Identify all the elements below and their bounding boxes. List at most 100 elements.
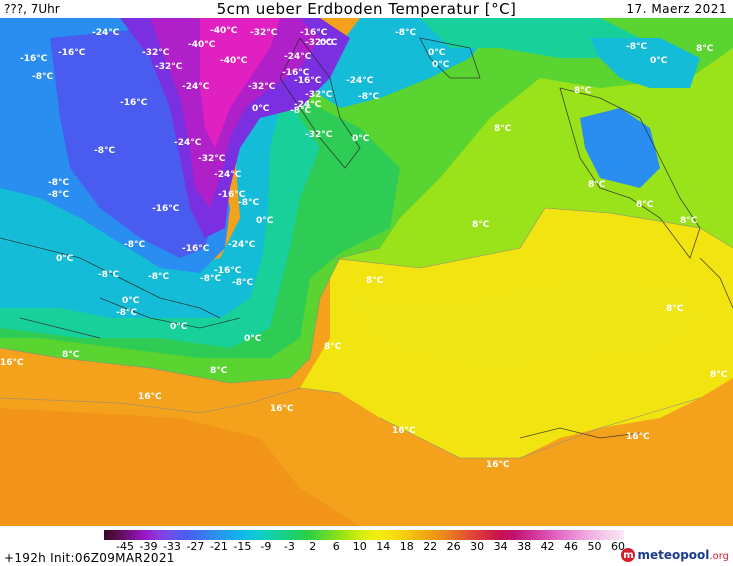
temperature-label: -32°C xyxy=(248,82,276,92)
temperature-label: -16°C xyxy=(294,76,322,86)
temperature-label: 8°C xyxy=(666,304,684,314)
temperature-label: -16°C xyxy=(120,98,148,108)
scale-tick-label: -3 xyxy=(283,540,295,553)
temperature-label: -8°C xyxy=(358,92,379,102)
temperature-label: 8°C xyxy=(472,220,490,230)
temperature-label: 8°C xyxy=(324,342,342,352)
temperature-label: 16°C xyxy=(392,426,416,436)
temperature-label: -24°C xyxy=(346,76,374,86)
temperature-label: 0°C xyxy=(428,48,446,58)
temperature-label: -32°C xyxy=(250,28,278,38)
logo-mark-icon: m xyxy=(621,548,636,562)
temperature-label: -16°C xyxy=(20,54,48,64)
scale-tick-label: 22 xyxy=(423,540,438,553)
temperature-label: 8°C xyxy=(636,200,654,210)
temperature-label: 0°C xyxy=(352,134,370,144)
scale-tick-label: 42 xyxy=(540,540,555,553)
temperature-label: 16°C xyxy=(486,460,510,470)
temperature-label: 8°C xyxy=(680,216,698,226)
map-title: 5cm ueber Erdboden Temperatur [°C] xyxy=(216,0,517,18)
temperature-label: -16°C xyxy=(218,190,246,200)
temperature-label: -24°C xyxy=(228,240,256,250)
run-label: ???, 7Uhr xyxy=(4,2,60,16)
init-info: +192h Init:06Z09MAR2021 xyxy=(4,551,175,565)
temperature-label: -8°C xyxy=(200,274,221,284)
temperature-label: 8°C xyxy=(574,86,592,96)
temperature-map: -24°C -40°C -32°C -16°C0°C-16°C-16°C -32°C-4… xyxy=(0,18,733,526)
colour-scale-fill xyxy=(104,530,624,540)
temperature-label: -24°C xyxy=(294,100,322,110)
temperature-label: 16°C xyxy=(270,404,294,414)
scale-tick-label: 18 xyxy=(399,540,414,553)
temperature-label: -24°C xyxy=(92,28,120,38)
temperature-label: -40°C xyxy=(188,40,216,50)
zone-teal-north xyxy=(420,18,640,58)
scale-tick-label: 2 xyxy=(309,540,317,553)
scale-tick-label: 6 xyxy=(332,540,340,553)
temperature-label: -8°C xyxy=(238,198,259,208)
colour-scale-ticks: -45 -39 -33 -27 -21 -15 -9 -3 2 6 10 14 18 22 26 30 34 38… xyxy=(0,540,733,554)
coastlines xyxy=(0,37,733,439)
temperature-label: 8°C xyxy=(588,180,606,190)
temperature-label: 8°C xyxy=(494,124,512,134)
temperature-label: -16°C xyxy=(282,68,310,78)
temperature-label: -16°C xyxy=(182,244,210,254)
temperature-label: -24°C xyxy=(284,52,312,62)
logo-tld: .org xyxy=(709,551,729,562)
temperature-label: -8°C xyxy=(116,308,137,318)
zone-orange-deep xyxy=(0,408,360,526)
isotherm-lines xyxy=(0,207,733,459)
scale-tick-label: 14 xyxy=(376,540,391,553)
temperature-label: 8°C xyxy=(710,370,728,380)
scale-tick-label: 50 xyxy=(587,540,602,553)
temperature-label: -40°C xyxy=(220,56,248,66)
scale-tick-label: 38 xyxy=(517,540,532,553)
temperature-label: -8°C xyxy=(232,278,253,288)
temperature-label: -32°C xyxy=(305,90,333,100)
temperature-label: -32°C xyxy=(305,130,333,140)
zone-yellow-light xyxy=(350,278,700,368)
scale-tick-label: 26 xyxy=(446,540,461,553)
scale-tick-label: -33 xyxy=(162,540,181,553)
temperature-label: -8°C xyxy=(32,72,53,82)
temperature-label: -16°C xyxy=(58,48,86,58)
temperature-label: -8°C xyxy=(124,240,145,250)
temperature-label: 16°C xyxy=(626,432,650,442)
scale-tick-label: 46 xyxy=(564,540,579,553)
temperature-label: -8°C xyxy=(94,146,115,156)
temperature-label: 16°C xyxy=(138,392,162,402)
scale-tick-label: 10 xyxy=(352,540,367,553)
temperature-label: 8°C xyxy=(62,350,80,360)
temperature-label: -8°C xyxy=(395,28,416,38)
temperature-label: 8°C xyxy=(696,44,714,54)
temperature-label: -32°C xyxy=(155,62,183,72)
temperature-label: -8°C xyxy=(148,272,169,282)
temperature-label: 0°C xyxy=(650,56,668,66)
temperature-label: -32°C xyxy=(305,38,333,48)
zone-teal-east xyxy=(590,38,700,88)
temperature-label: 8°C xyxy=(366,276,384,286)
temperature-label: -16°C xyxy=(214,266,242,276)
temperature-label: 0°C xyxy=(56,254,74,264)
scale-tick-label: -27 xyxy=(186,540,205,553)
logo-name: meteopool xyxy=(637,548,710,562)
temperature-label: -24°C xyxy=(174,138,202,148)
temperature-label: -24°C xyxy=(182,82,210,92)
temperature-label: -40°C xyxy=(210,26,238,36)
temperature-label: -8°C xyxy=(48,190,69,200)
temperature-label: 16°C xyxy=(0,358,24,368)
meteopool-logo[interactable]: m meteopool.org xyxy=(621,546,729,564)
temperature-label: -16°C xyxy=(300,28,328,38)
scale-tick-label: -15 xyxy=(233,540,252,553)
scale-tick-label: 30 xyxy=(470,540,485,553)
temperature-label: 0°C xyxy=(122,296,140,306)
logo-text: meteopool.org xyxy=(637,548,729,562)
zone-purple xyxy=(150,18,320,208)
zone-blue-east xyxy=(580,108,660,188)
temperature-labels: -24°C -40°C -32°C -16°C0°C-16°C-16°C -32°C-4… xyxy=(0,26,728,470)
temperature-label: -24°C xyxy=(214,170,242,180)
temperature-label: -8°C xyxy=(290,106,311,116)
header: ???, 7Uhr 5cm ueber Erdboden Temperatur … xyxy=(0,0,733,20)
scale-tick-label: -39 xyxy=(139,540,158,553)
scale-tick-label: -9 xyxy=(260,540,272,553)
